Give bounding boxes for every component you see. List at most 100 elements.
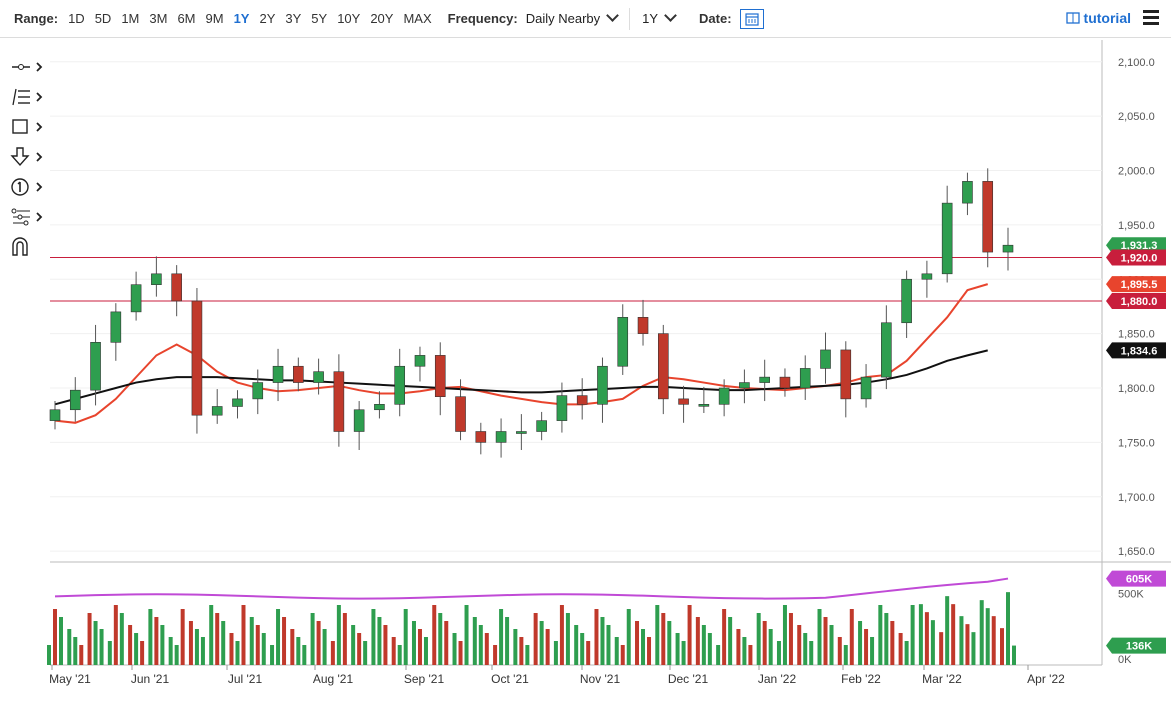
candle-body	[698, 404, 710, 407]
volume-bar	[545, 629, 550, 665]
price-tick-label: 2,100.0	[1118, 57, 1155, 69]
volume-bar	[411, 621, 416, 665]
date-tick-label: May '21	[49, 672, 91, 686]
volume-bar	[148, 609, 153, 665]
volume-bar	[539, 621, 544, 665]
volume-bar	[194, 629, 199, 665]
price-tag-label: 1,931.3	[1121, 240, 1158, 252]
volume-bar	[371, 609, 376, 665]
volume-bar	[53, 609, 57, 665]
volume-bar	[756, 613, 761, 665]
hamburger-menu-icon[interactable]	[1143, 10, 1159, 25]
magnet-button[interactable]	[10, 235, 46, 259]
candle-body	[191, 300, 203, 416]
fib-tool-button[interactable]	[10, 85, 46, 109]
volume-bar	[47, 645, 51, 665]
volume-bar	[600, 617, 605, 665]
calendar-icon	[744, 12, 759, 26]
range-button-3m[interactable]: 3M	[149, 11, 168, 26]
volume-bar	[140, 641, 145, 665]
date-tick-label: Jan '22	[758, 672, 797, 686]
range-button-6m[interactable]: 6M	[177, 11, 196, 26]
range-label: Range:	[14, 11, 59, 26]
calendar-button[interactable]	[739, 8, 764, 29]
volume-bar	[728, 617, 733, 665]
frequency-select[interactable]: Daily Nearby	[526, 9, 620, 26]
volume-bar	[423, 637, 428, 665]
volume-bar	[93, 621, 98, 665]
candle-body	[414, 355, 426, 367]
range-button-10y[interactable]: 10Y	[337, 11, 361, 26]
line-tool-button[interactable]	[10, 55, 46, 79]
price-tag-label-marker	[1106, 276, 1166, 293]
volume-average-line	[54, 577, 1009, 600]
shape-tool-button[interactable]	[10, 115, 46, 139]
range-button-1d[interactable]: 1D	[68, 11, 85, 26]
candle-body	[353, 409, 365, 432]
moving-averages	[54, 283, 989, 424]
volume-bar	[241, 605, 246, 665]
candle-body	[799, 368, 811, 389]
volume-bar	[864, 629, 869, 665]
volume-bar	[342, 613, 347, 665]
volume-bars	[47, 592, 1016, 665]
price-tick-label: 1,850.0	[1118, 329, 1155, 341]
range-button-2y[interactable]: 2Y	[259, 11, 276, 26]
period-value: 1Y	[642, 11, 659, 26]
range-button-9m[interactable]: 9M	[205, 11, 224, 26]
candle-body	[779, 376, 791, 389]
candle-body	[962, 181, 973, 204]
range-button-1y[interactable]: 1Y	[233, 11, 250, 26]
volume-bar	[391, 637, 396, 665]
volume-bar	[991, 616, 996, 665]
candle-body	[252, 382, 264, 400]
volume-bar	[493, 645, 498, 665]
volume-bar	[458, 641, 463, 665]
volume-bar	[200, 637, 205, 665]
candle-body	[151, 273, 162, 285]
price-tag-label-marker	[1106, 237, 1166, 254]
chart-frame	[50, 40, 1171, 666]
annotation-tool-button[interactable]	[10, 175, 46, 199]
candle-body	[293, 365, 304, 383]
candle-body	[941, 202, 953, 275]
range-button-20y[interactable]: 20Y	[370, 11, 394, 26]
candle-body	[637, 317, 649, 334]
candle-body	[759, 376, 770, 383]
range-button-1m[interactable]: 1M	[121, 11, 140, 26]
arrow-tool-button[interactable]	[10, 145, 46, 169]
range-button-max[interactable]: MAX	[403, 11, 432, 26]
price-tick-label: 1,800.0	[1118, 383, 1155, 395]
volume-bar	[843, 645, 848, 665]
tutorial-link[interactable]: tutorial	[1066, 10, 1131, 26]
volume-bar	[444, 621, 449, 665]
fib-tool-icon	[12, 88, 43, 106]
candle-body	[394, 365, 406, 405]
volume-tick-label: 0K	[1118, 654, 1132, 666]
candle-body	[333, 371, 345, 432]
range-button-3y[interactable]: 3Y	[285, 11, 302, 26]
price-tag-label: 1,880.0	[1121, 296, 1158, 308]
volume-bar	[553, 641, 558, 665]
volume-bar	[574, 625, 579, 665]
volume-bar	[661, 613, 666, 665]
volume-bar	[776, 641, 781, 665]
volume-bar	[817, 609, 822, 665]
volume-bar	[898, 633, 903, 665]
volume-bar	[959, 616, 964, 665]
range-button-5d[interactable]: 5D	[94, 11, 112, 26]
candle-body	[374, 404, 385, 411]
volume-bar	[73, 637, 78, 665]
range-button-5y[interactable]: 5Y	[311, 11, 328, 26]
volume-bar	[910, 605, 915, 665]
pattern-tool-button[interactable]	[10, 205, 46, 229]
candle-body	[617, 317, 629, 367]
price-tag-label-marker	[1106, 249, 1166, 266]
volume-bar	[87, 613, 92, 665]
date-tick-label: Aug '21	[313, 672, 354, 686]
volume-bar	[261, 633, 266, 665]
volume-bar	[168, 637, 173, 665]
volume-bar	[939, 632, 944, 665]
period-select[interactable]: 1Y	[642, 9, 677, 26]
